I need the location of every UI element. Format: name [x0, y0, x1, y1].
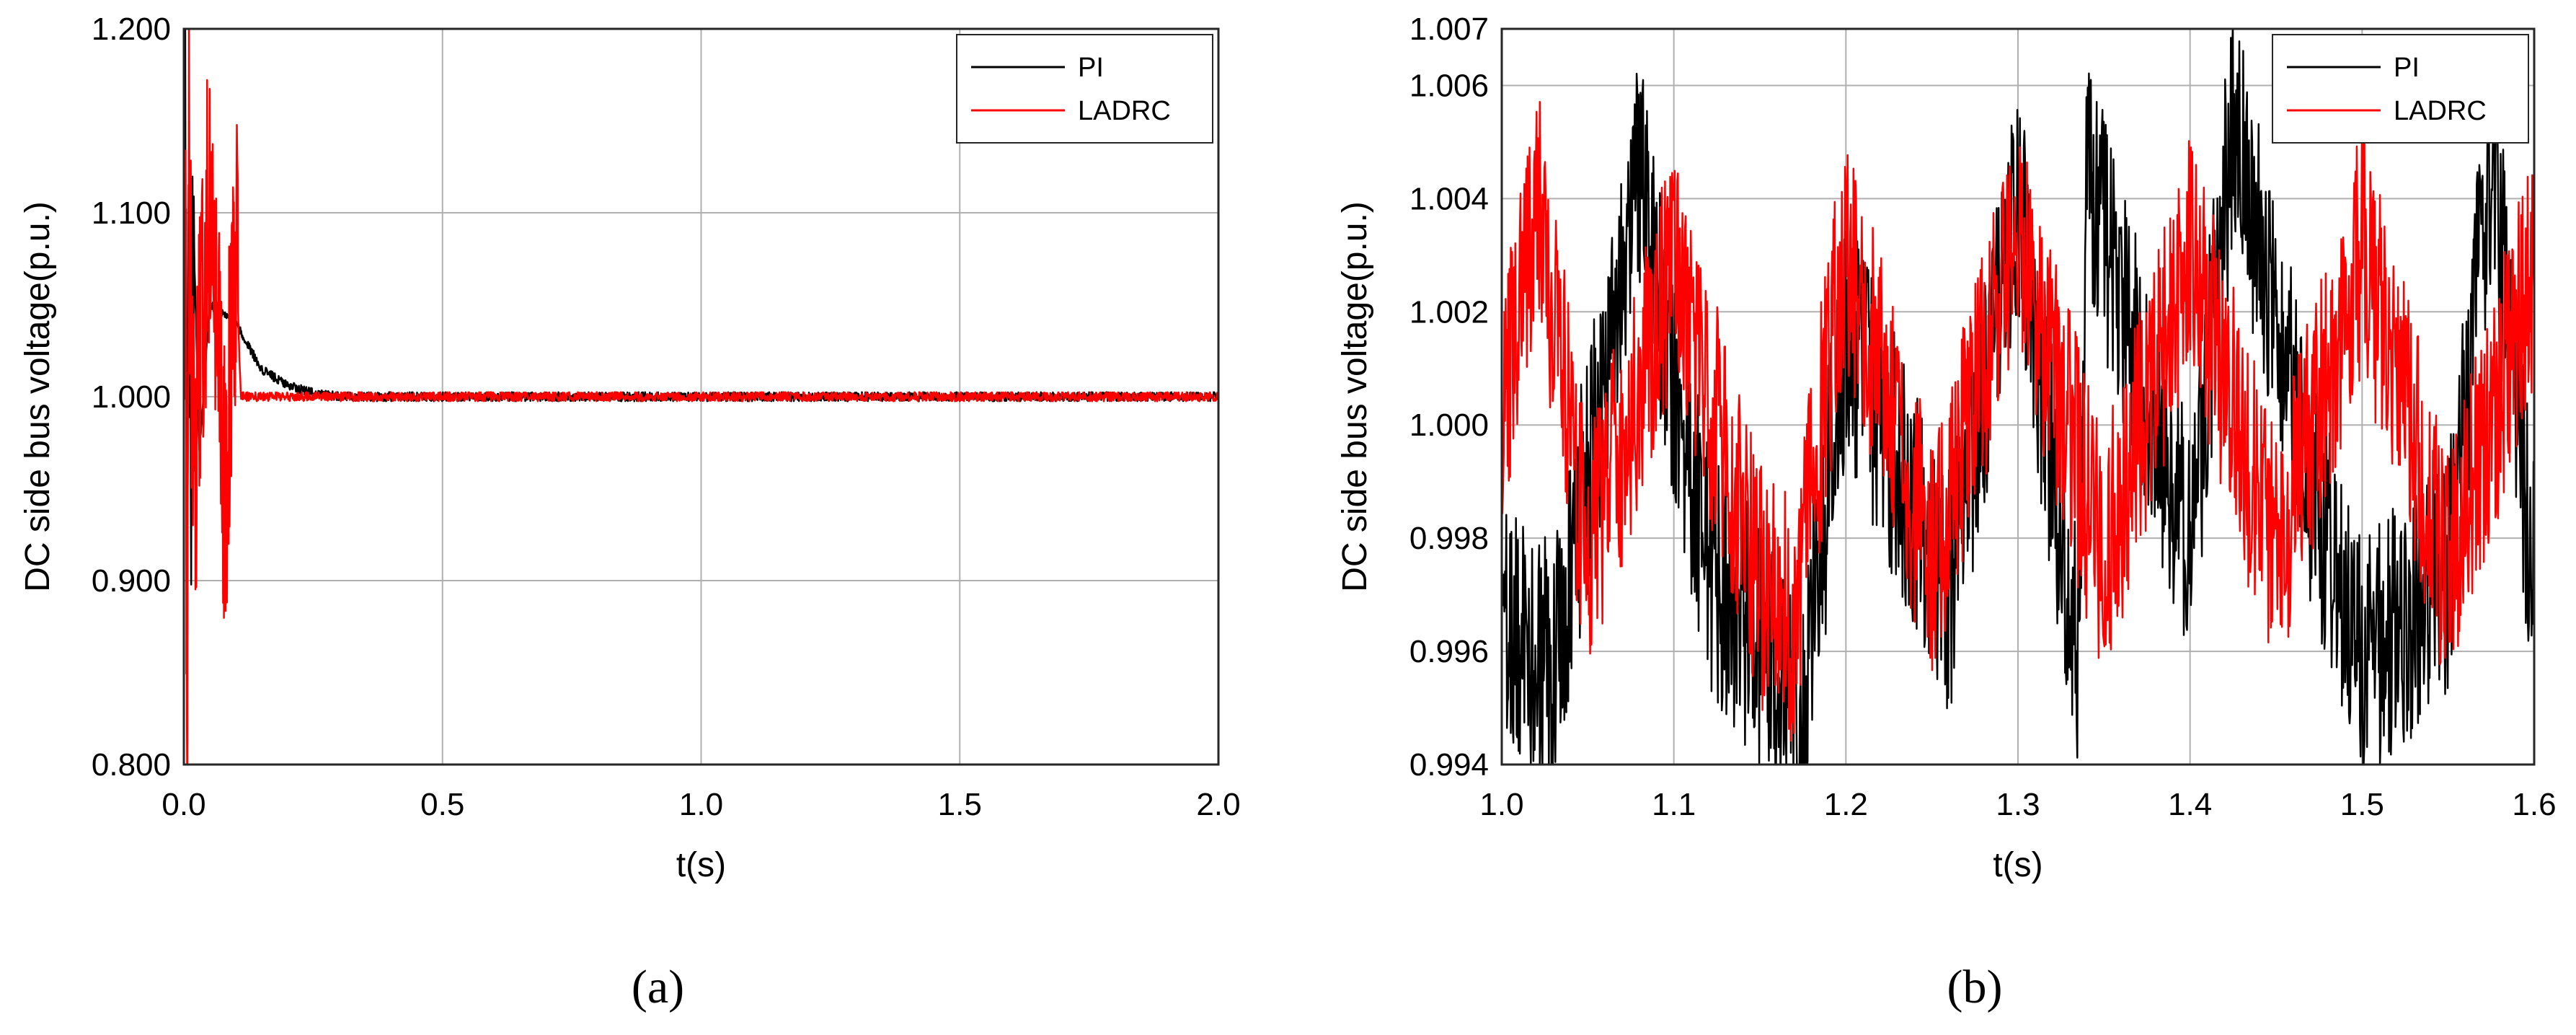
x-axis-label: t(s)	[676, 846, 726, 884]
y-tick-label: 0.998	[1409, 521, 1489, 556]
legend-entry: LADRC	[2394, 96, 2487, 126]
x-tick-label: 1.5	[938, 787, 982, 822]
x-tick-label: 0.0	[161, 787, 205, 822]
y-tick-label: 0.994	[1409, 747, 1489, 783]
panel-label: (b)	[1947, 961, 2003, 1013]
y-tick-label: 1.004	[1409, 181, 1489, 216]
x-tick-label: 1.3	[1996, 787, 2040, 822]
legend-box	[956, 34, 1213, 144]
x-tick-label: 1.4	[2168, 787, 2212, 822]
legend-entry: PI	[1078, 53, 1104, 83]
legend-entry: PI	[2394, 53, 2420, 83]
x-tick-label: 1.0	[679, 787, 723, 822]
y-tick-label: 1.000	[92, 379, 171, 415]
panel-label: (a)	[632, 961, 684, 1013]
y-tick-label: 1.006	[1409, 68, 1489, 103]
y-tick-label: 0.900	[92, 563, 171, 599]
x-tick-label: 0.5	[420, 787, 464, 822]
plot-frame	[182, 27, 1220, 766]
y-tick-label: 1.000	[1409, 408, 1489, 443]
series-line-ladrc	[1502, 100, 2534, 742]
chart-a: 0.0 0.5 1.0 1.5 2.0 0.800 0.900 1.000 1.100 1.200…	[19, 12, 1241, 1013]
x-tick-label: 1.2	[1824, 787, 1868, 822]
x-tick-label: 1.5	[2340, 787, 2384, 822]
y-tick-label: 1.200	[92, 12, 171, 47]
legend-box	[2272, 34, 2529, 144]
x-tick-label: 1.0	[1479, 787, 1523, 822]
x-tick-label: 1.1	[1652, 787, 1696, 822]
x-tick-label: 1.6	[2512, 787, 2556, 822]
y-tick-label: 0.996	[1409, 634, 1489, 669]
y-tick-label: 1.007	[1409, 12, 1489, 47]
x-axis-label: t(s)	[1993, 846, 2042, 884]
chart-b: 1.0 1.1 1.2 1.3 1.4 1.5 1.6 0.994 0.996 0.998 1.00…	[1336, 12, 2557, 1013]
y-tick-label: 1.100	[92, 195, 171, 231]
series-line-ladrc	[184, 29, 1218, 765]
legend-entry: LADRC	[1078, 96, 1171, 126]
y-tick-label: 1.002	[1409, 294, 1489, 330]
series-line-pi	[1502, 29, 2534, 765]
legend: PI LADRC	[2272, 34, 2529, 144]
legend: PI LADRC	[956, 34, 1213, 144]
y-tick-label: 0.800	[92, 747, 171, 783]
plot-frame	[1500, 27, 2536, 766]
y-axis-label: DC side bus voltage(p.u.)	[1336, 201, 1374, 592]
x-tick-label: 2.0	[1196, 787, 1240, 822]
y-axis-label: DC side bus voltage(p.u.)	[19, 201, 57, 592]
